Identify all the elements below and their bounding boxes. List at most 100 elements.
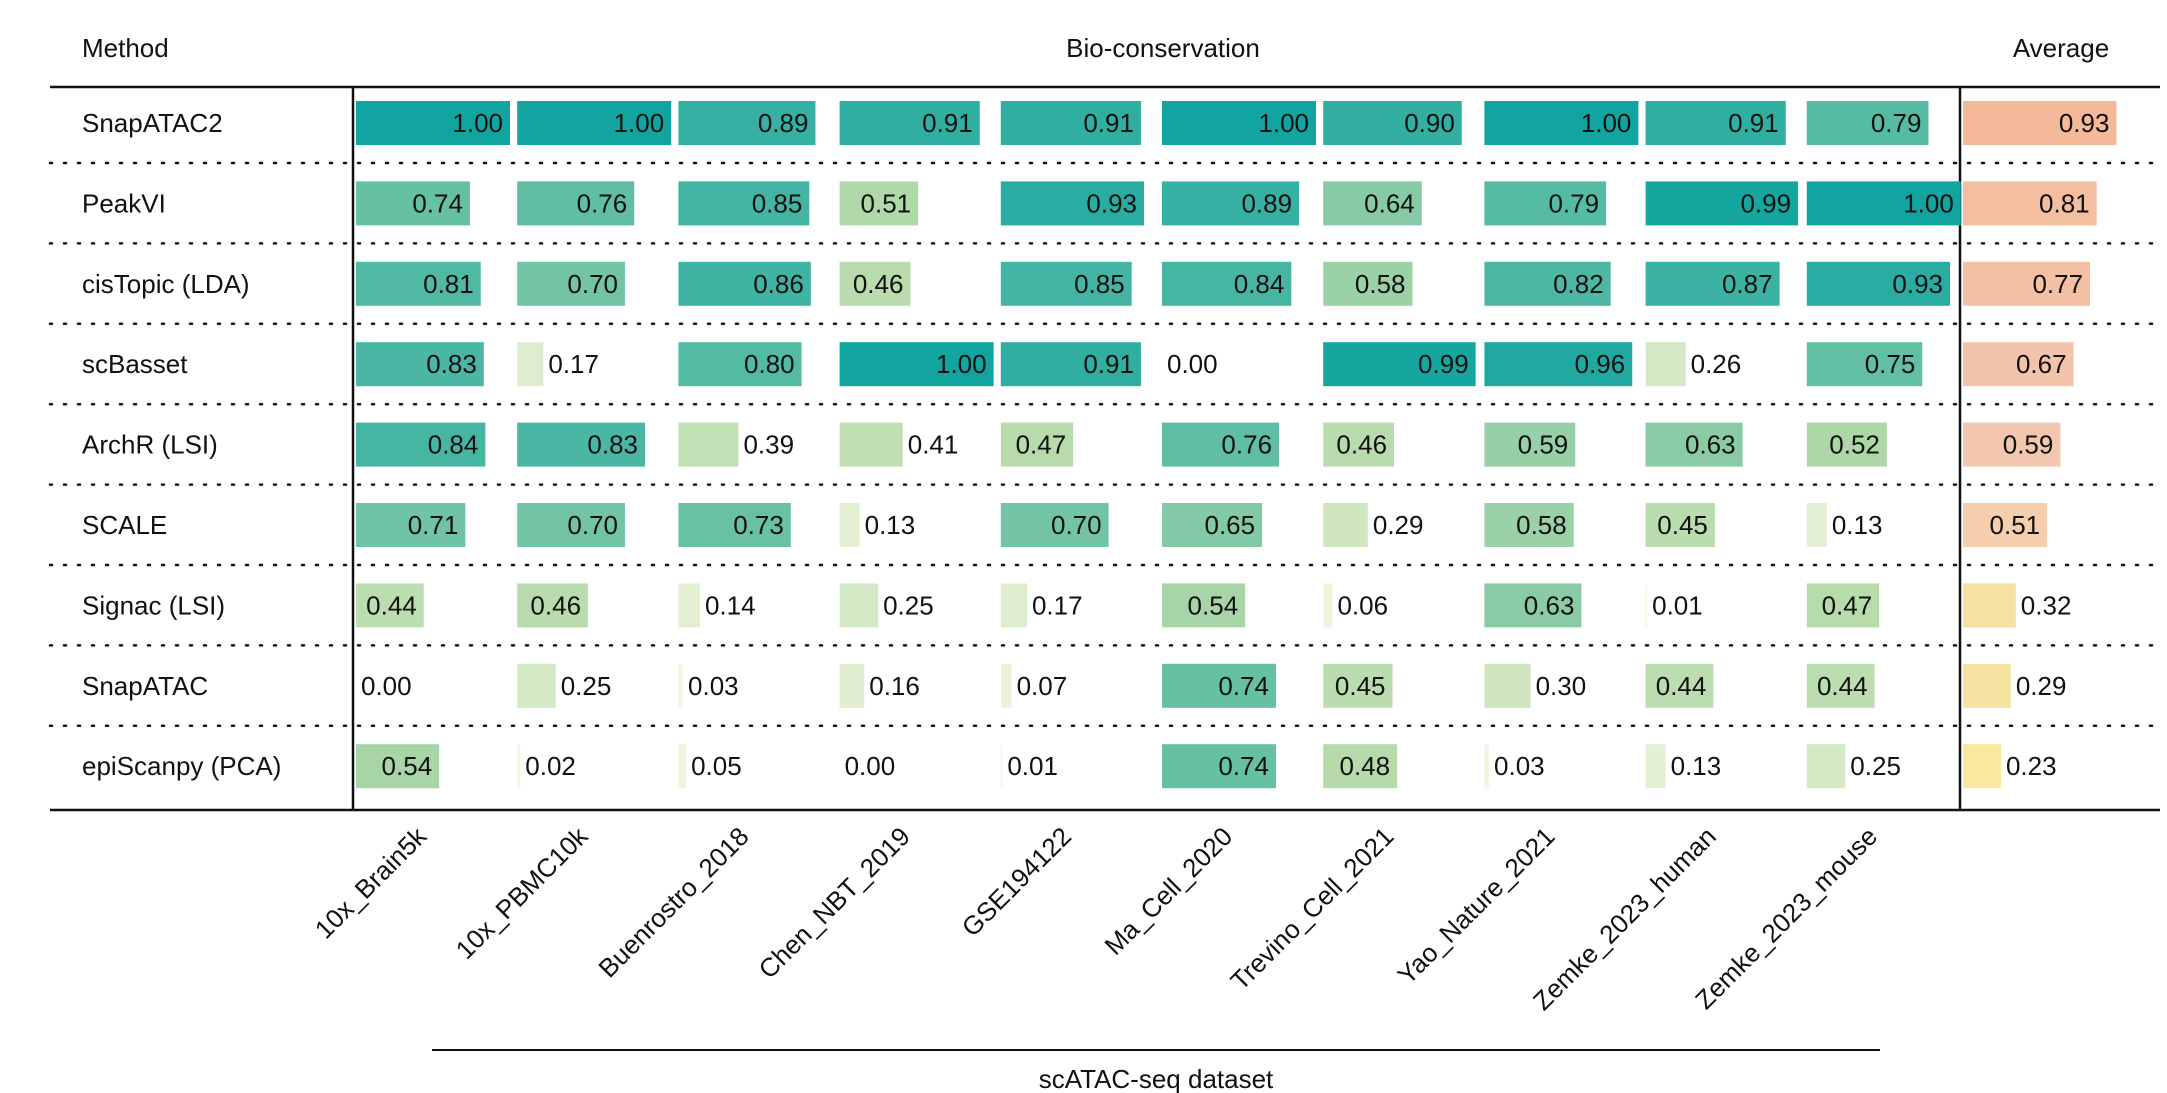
score-cell-label: 0.76 <box>1221 430 1272 460</box>
score-cell-label: 1.00 <box>1258 108 1309 138</box>
score-cell-bar <box>839 101 980 145</box>
score-cell-bar <box>839 342 994 387</box>
score-cell-bar <box>1162 181 1300 226</box>
score-cell-bar <box>1645 261 1780 306</box>
score-cell-label: 0.47 <box>1822 590 1873 620</box>
score-cell-bar <box>1484 744 1490 789</box>
score-cell-bar <box>1645 503 1715 547</box>
x-tick-label: 10x_PBMC10k <box>450 820 595 965</box>
score-cell-bar <box>1806 583 1880 628</box>
score-cell-bar <box>1000 663 1012 708</box>
score-cell-label: 0.83 <box>426 349 477 379</box>
score-cell-bar <box>1000 181 1145 226</box>
average-cell-label: 0.32 <box>2021 590 2072 620</box>
score-cell-bar <box>678 744 687 789</box>
score-cell-label: 0.86 <box>753 269 804 299</box>
x-tick-label: Zemke_2023_human <box>1527 821 1722 1016</box>
method-name: ArchR (LSI) <box>82 430 218 460</box>
score-cell-label: 0.79 <box>1548 188 1599 218</box>
score-cell-label: 0.70 <box>567 269 618 299</box>
score-cell-bar <box>1162 261 1292 306</box>
xaxis-label: scATAC-seq dataset <box>1039 1064 1274 1093</box>
method-name: PeakVI <box>82 188 166 218</box>
score-cell-bar <box>1162 744 1276 789</box>
score-cell-label: 0.80 <box>744 349 795 379</box>
score-cell-label: 0.25 <box>883 590 934 620</box>
score-cell-bar <box>1323 261 1413 306</box>
score-cell-bar <box>1323 181 1422 226</box>
table-row: SCALE 0.71 0.70 0.73 0.13 0.70 0.65 0.29 0.58 0.4… <box>82 503 2048 547</box>
score-cell-bar <box>678 101 816 145</box>
score-cell-bar <box>1484 583 1582 628</box>
score-cell-bar <box>839 503 860 547</box>
score-cell-label: 1.00 <box>614 108 665 138</box>
score-cell-bar <box>1645 181 1799 226</box>
score-cell-bar <box>839 181 919 226</box>
score-cell-label: 0.06 <box>1337 590 1388 620</box>
score-cell-label: 0.14 <box>705 590 756 620</box>
score-cell-label: 1.00 <box>452 108 503 138</box>
average-cell-bar <box>1963 583 2016 628</box>
method-name: scBasset <box>82 349 188 379</box>
average-cell-bar <box>1963 261 2091 306</box>
score-cell-bar <box>839 261 911 306</box>
average-column-header: Average <box>2013 33 2109 63</box>
score-cell-bar <box>1484 663 1531 708</box>
score-cell-bar <box>1323 503 1368 547</box>
score-cell-label: 0.63 <box>1685 430 1736 460</box>
score-cell-label: 0.03 <box>1494 751 1545 781</box>
score-cell-label: 0.87 <box>1722 269 1773 299</box>
score-cell-label: 0.54 <box>1188 590 1239 620</box>
score-cell-label: 0.51 <box>861 188 912 218</box>
score-cell-label: 0.46 <box>1336 430 1387 460</box>
method-name: SCALE <box>82 510 167 540</box>
score-cell-bar <box>1645 663 1714 708</box>
x-tick-label: Chen_NBT_2019 <box>753 821 916 984</box>
score-cell-label: 0.25 <box>1850 751 1901 781</box>
table-row: SnapATAC 0.00 0.25 0.03 0.16 0.07 0.74 0.45 0.30… <box>82 663 2066 708</box>
score-cell-label: 0.46 <box>853 269 904 299</box>
average-cell-bar <box>1963 342 2074 387</box>
score-cell-bar <box>678 583 700 628</box>
score-cell-label: 0.00 <box>1167 349 1218 379</box>
score-cell-label: 0.91 <box>1083 349 1134 379</box>
score-cell-label: 0.16 <box>869 671 920 701</box>
score-cell-label: 0.30 <box>1536 671 1587 701</box>
score-cell-bar <box>1484 101 1639 145</box>
score-cell-bar <box>1323 663 1393 708</box>
score-cell-label: 0.82 <box>1553 269 1604 299</box>
score-cell-bar <box>1323 583 1333 628</box>
average-cell-label: 0.59 <box>2003 430 2054 460</box>
score-cell-label: 0.05 <box>691 751 742 781</box>
score-cell-label: 0.91 <box>922 108 973 138</box>
score-cell-bar <box>1806 101 1929 145</box>
score-cell-bar <box>517 261 625 306</box>
score-cell-bar <box>356 342 484 387</box>
rows-layer: SnapATAC2 1.00 1.00 0.89 0.91 0.91 1.00 0.90 1.0… <box>48 101 2162 789</box>
score-cell-bar <box>1806 342 1923 387</box>
score-cell-label: 0.13 <box>1671 751 1722 781</box>
score-cell-label: 0.17 <box>548 349 599 379</box>
score-cell-label: 0.26 <box>1691 349 1742 379</box>
score-cell-bar <box>1806 663 1875 708</box>
score-cell-bar <box>1806 261 1951 306</box>
x-tick-label: GSE194122 <box>956 821 1077 942</box>
score-cell-bar <box>1323 342 1476 387</box>
score-cell-label: 0.84 <box>428 430 479 460</box>
score-cell-label: 0.47 <box>1016 430 1067 460</box>
score-cell-bar <box>1484 422 1576 467</box>
score-cell-bar <box>1162 583 1246 628</box>
score-cell-bar <box>1162 101 1316 145</box>
average-cell-label: 0.51 <box>1990 510 2041 540</box>
score-cell-label: 0.85 <box>1074 269 1125 299</box>
score-cell-label: 0.93 <box>1086 188 1137 218</box>
score-cell-label: 0.89 <box>758 108 809 138</box>
score-cell-label: 0.39 <box>743 430 794 460</box>
score-cell-bar <box>1000 583 1027 628</box>
score-cell-label: 0.91 <box>1728 108 1779 138</box>
score-cell-label: 0.45 <box>1657 510 1708 540</box>
score-cell-label: 0.74 <box>1218 671 1269 701</box>
score-cell-bar <box>678 342 802 387</box>
score-cell-label: 0.99 <box>1418 349 1469 379</box>
x-tick-label: Zemke_2023_mouse <box>1689 821 1883 1015</box>
